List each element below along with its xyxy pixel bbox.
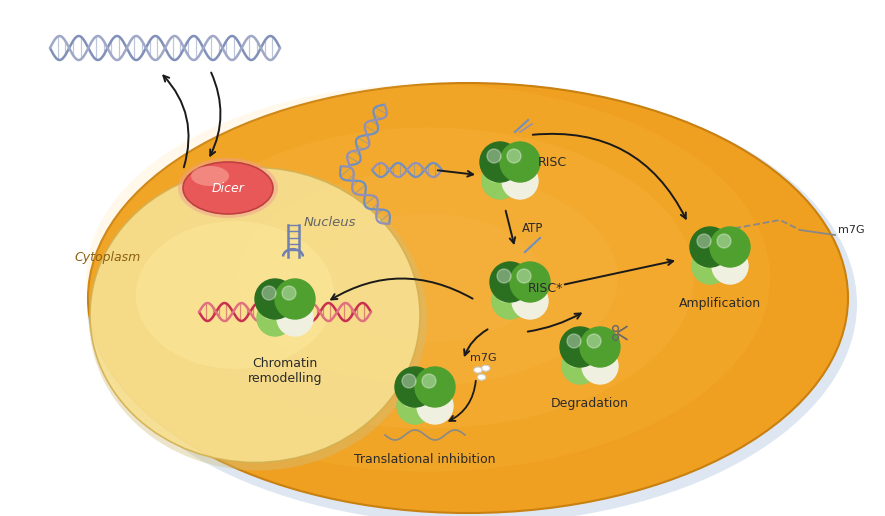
Circle shape <box>719 254 731 267</box>
Circle shape <box>402 374 416 388</box>
Circle shape <box>589 354 601 367</box>
Circle shape <box>587 334 601 348</box>
Ellipse shape <box>473 367 482 373</box>
Circle shape <box>517 269 531 283</box>
Circle shape <box>690 227 730 267</box>
Circle shape <box>262 286 276 300</box>
Circle shape <box>422 374 436 388</box>
Circle shape <box>283 307 296 319</box>
Ellipse shape <box>183 162 273 214</box>
Text: m7G: m7G <box>470 353 496 363</box>
Text: RISC*: RISC* <box>528 282 564 295</box>
Circle shape <box>560 327 600 367</box>
Ellipse shape <box>90 168 420 462</box>
Circle shape <box>502 163 538 199</box>
Text: ATP: ATP <box>522 221 543 234</box>
Circle shape <box>498 289 511 302</box>
Ellipse shape <box>481 365 490 371</box>
Circle shape <box>489 169 501 182</box>
Text: m7G: m7G <box>838 225 865 235</box>
Circle shape <box>423 394 436 407</box>
Circle shape <box>712 248 748 284</box>
Circle shape <box>415 367 455 407</box>
Circle shape <box>417 388 453 424</box>
Ellipse shape <box>162 127 694 428</box>
Circle shape <box>480 142 520 182</box>
Circle shape <box>487 149 501 163</box>
Text: Cytoplasm: Cytoplasm <box>75 251 141 265</box>
Circle shape <box>482 163 518 199</box>
Circle shape <box>567 334 581 348</box>
Circle shape <box>500 142 540 182</box>
Circle shape <box>497 269 511 283</box>
Circle shape <box>697 234 711 248</box>
Circle shape <box>692 248 728 284</box>
Ellipse shape <box>136 221 334 369</box>
Ellipse shape <box>178 158 278 218</box>
Circle shape <box>512 283 548 319</box>
Circle shape <box>510 262 550 302</box>
Text: Translational inhibition: Translational inhibition <box>354 453 496 466</box>
Text: Nucleus: Nucleus <box>304 216 357 229</box>
Circle shape <box>582 348 618 384</box>
Circle shape <box>404 394 416 407</box>
Ellipse shape <box>88 83 848 513</box>
Text: Degradation: Degradation <box>551 397 629 410</box>
Circle shape <box>492 283 528 319</box>
Text: Dicer: Dicer <box>212 182 244 195</box>
Ellipse shape <box>86 85 770 472</box>
Circle shape <box>717 234 731 248</box>
Circle shape <box>580 327 620 367</box>
Circle shape <box>255 279 295 319</box>
Circle shape <box>568 354 581 367</box>
Text: Amplification: Amplification <box>679 297 761 310</box>
Circle shape <box>395 367 435 407</box>
Circle shape <box>282 286 296 300</box>
Ellipse shape <box>477 374 486 380</box>
Ellipse shape <box>314 214 542 343</box>
Circle shape <box>562 348 598 384</box>
Circle shape <box>710 227 750 267</box>
Circle shape <box>275 279 315 319</box>
Circle shape <box>257 300 293 336</box>
Circle shape <box>277 300 313 336</box>
Circle shape <box>508 169 521 182</box>
Ellipse shape <box>238 170 618 385</box>
Circle shape <box>490 262 530 302</box>
Text: RISC: RISC <box>538 155 567 169</box>
Circle shape <box>397 388 433 424</box>
Circle shape <box>507 149 521 163</box>
Ellipse shape <box>87 84 857 516</box>
Circle shape <box>698 254 711 267</box>
Text: Chromatin
remodelling: Chromatin remodelling <box>248 357 322 385</box>
Circle shape <box>264 307 276 319</box>
Circle shape <box>519 289 531 302</box>
Ellipse shape <box>191 166 229 186</box>
Ellipse shape <box>89 168 427 471</box>
